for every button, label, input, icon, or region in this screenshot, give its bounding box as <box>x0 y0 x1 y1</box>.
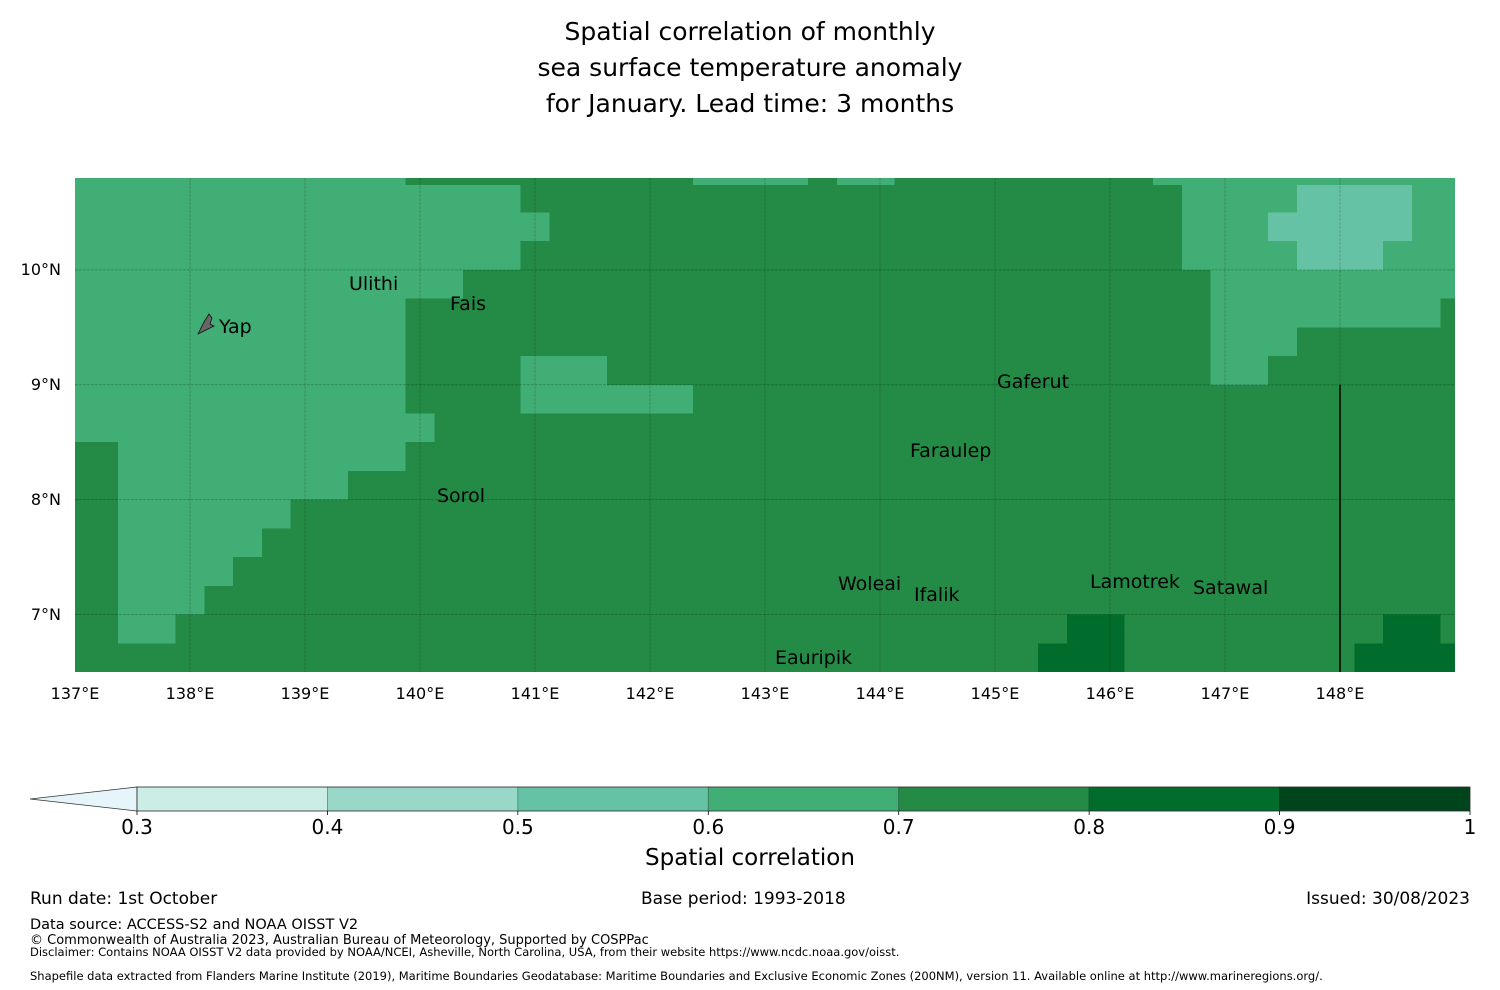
base-period: Base period: 1993-2018 <box>641 889 846 909</box>
heatmap-cell-0.6-0.7 <box>520 356 607 385</box>
place-label-yap: Yap <box>219 316 252 338</box>
colorbar-tick-label: 0.9 <box>1263 815 1296 839</box>
heatmap-cell-0.8-0.9 <box>1066 614 1125 644</box>
colorbar-tick-label: 0.6 <box>692 815 725 839</box>
place-label-ifalik: Ifalik <box>914 584 960 606</box>
issued-date: Issued: 30/08/2023 <box>1306 889 1470 909</box>
colorbar-tick-label: 0.5 <box>501 815 534 839</box>
x-tick-label: 148°E <box>1315 684 1365 703</box>
x-tick-label: 143°E <box>740 684 790 703</box>
colorbar-tick-label: 0.7 <box>882 815 915 839</box>
heatmap-cell-0.6-0.7 <box>520 212 550 242</box>
heatmap-cell-0.6-0.7 <box>1210 356 1269 385</box>
heatmap-cell-0.6-0.7 <box>118 470 349 500</box>
heatmap-cell-0.6-0.7 <box>1210 269 1455 299</box>
heatmap-cell-0.6-0.7 <box>118 528 262 558</box>
colorbar-segment <box>517 786 709 812</box>
heatmap-cell-0.6-0.7 <box>1210 327 1297 357</box>
heatmap-cell-0.6-0.7 <box>693 178 809 185</box>
place-label-ulithi: Ulithi <box>349 273 399 295</box>
colorbar-segment <box>1279 786 1471 812</box>
islands <box>197 313 215 335</box>
x-tick-label: 138°E <box>165 684 215 703</box>
y-tick-label: 10°N <box>20 259 61 279</box>
run-date: Run date: 1st October <box>30 889 218 909</box>
x-tick-label: 146°E <box>1085 684 1135 703</box>
copyright: © Commonwealth of Australia 2023, Austra… <box>30 933 649 948</box>
heatmap-cell-0.6-0.7 <box>75 298 406 414</box>
place-label-gaferut: Gaferut <box>997 371 1070 393</box>
heatmap-cell-0.6-0.7 <box>1153 178 1455 185</box>
colorbar-segment <box>898 786 1090 812</box>
x-tick-label: 141°E <box>510 684 560 703</box>
heatmap-layer <box>75 178 1455 672</box>
colorbar-extend-arrow <box>29 786 138 812</box>
place-label-lamotrek: Lamotrek <box>1090 571 1180 593</box>
place-label-sorol: Sorol <box>437 485 485 507</box>
colorbar-segment <box>327 786 519 812</box>
heatmap-cell-0.5-0.6 <box>1268 212 1412 242</box>
heatmap-cell-0.6-0.7 <box>75 413 435 443</box>
y-tick-label: 9°N <box>30 374 61 394</box>
colorbar-tick-label: 0.8 <box>1073 815 1106 839</box>
colorbar <box>29 786 1471 815</box>
heatmap-cell-0.6-0.7 <box>118 557 234 586</box>
heatmap-cell-0.6-0.7 <box>520 384 694 414</box>
x-tick-label: 140°E <box>395 684 445 703</box>
colorbar-tick-label: 0.4 <box>311 815 344 839</box>
colorbar-tick-label: 1 <box>1463 815 1477 839</box>
x-tick-label: 144°E <box>855 684 905 703</box>
x-tick-label: 145°E <box>970 684 1020 703</box>
colorbar-segment <box>1088 786 1280 812</box>
heatmap-cell-0.6-0.7 <box>118 614 176 644</box>
heatmap-cell-0.6-0.7 <box>118 442 406 471</box>
shapefile-credit: Shapefile data extracted from Flanders M… <box>30 969 1323 983</box>
place-label-satawal: Satawal <box>1193 577 1269 599</box>
heatmap-cell-0.6-0.7 <box>836 178 895 185</box>
x-tick-label: 147°E <box>1200 684 1250 703</box>
yap-island-icon <box>197 313 215 335</box>
place-label-faraulep: Faraulep <box>910 440 992 462</box>
gridlines <box>75 178 1455 672</box>
heatmap-cell-0.6-0.7 <box>75 178 406 185</box>
x-tick-label: 142°E <box>625 684 675 703</box>
colorbar-segment <box>707 786 900 812</box>
place-label-eauripik: Eauripik <box>775 647 853 669</box>
colorbar-outline <box>136 786 1471 812</box>
heatmap-cell-0.6-0.7 <box>75 269 464 299</box>
colorbar-tick-label: 0.3 <box>121 815 153 839</box>
y-tick-label: 7°N <box>30 604 61 624</box>
heatmap-cell-0.6-0.7 <box>118 585 205 615</box>
chart-title: Spatial correlation of monthly sea surfa… <box>537 17 963 118</box>
heatmap-cell-0.8-0.9 <box>1038 643 1125 672</box>
place-label-woleai: Woleai <box>838 573 902 595</box>
data-source: Data source: ACCESS-S2 and NOAA OISST V2 <box>30 917 359 933</box>
heatmap-cell-0.8-0.9 <box>1383 614 1441 644</box>
colorbar-label: Spatial correlation <box>645 845 855 871</box>
heatmap-cell-0.8-0.9 <box>1354 643 1455 672</box>
heatmap-cell-0.5-0.6 <box>1296 241 1384 270</box>
disclaimer: Disclaimer: Contains NOAA OISST V2 data … <box>30 945 900 959</box>
y-tick-label: 8°N <box>30 489 61 509</box>
heatmap-cell-0.6-0.7 <box>75 184 521 270</box>
heatmap-cell-0.6-0.7 <box>118 499 291 529</box>
place-label-fais: Fais <box>450 293 487 315</box>
heatmap-cell-0.6-0.7 <box>1210 298 1441 328</box>
x-tick-label: 139°E <box>280 684 330 703</box>
colorbar-segment <box>136 786 328 812</box>
heatmap-cell-0.5-0.6 <box>1296 184 1412 213</box>
x-tick-label: 137°E <box>50 684 100 703</box>
